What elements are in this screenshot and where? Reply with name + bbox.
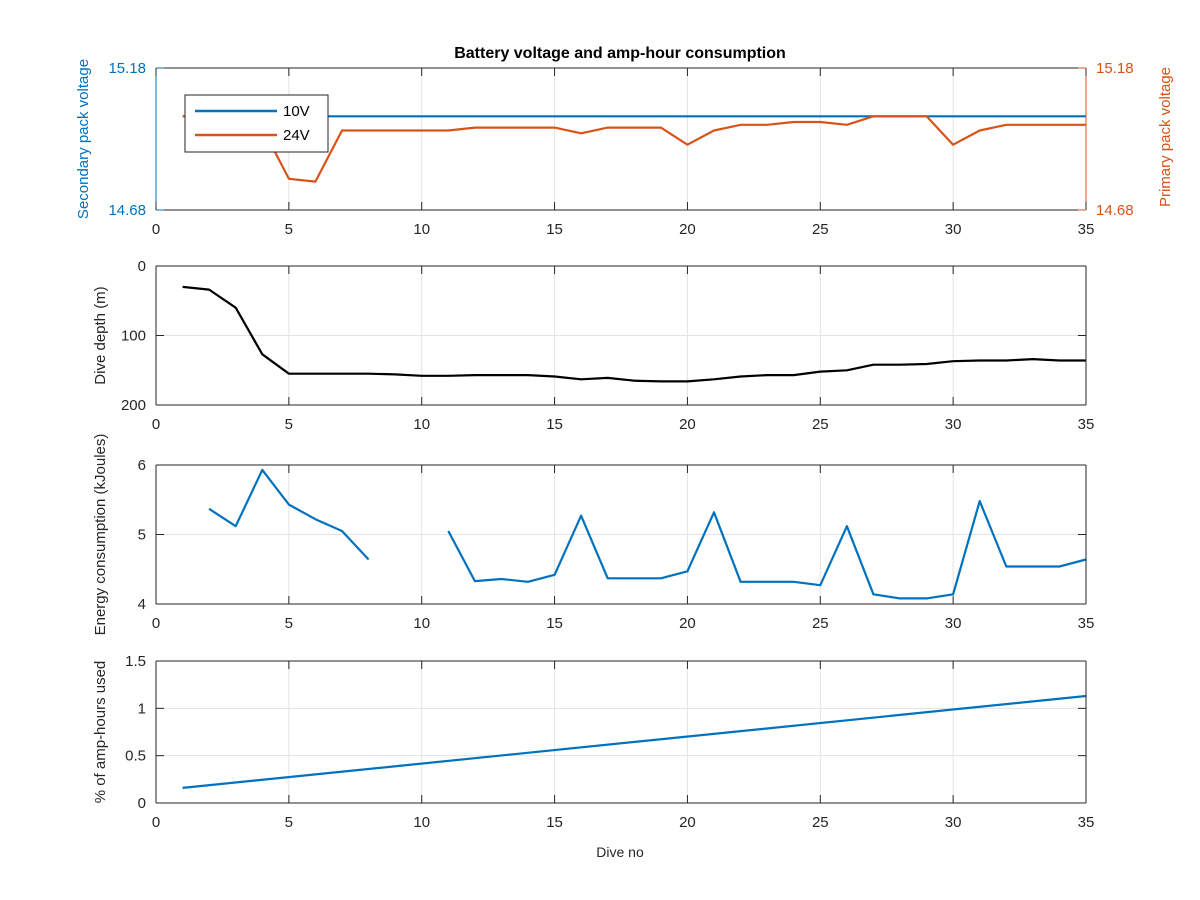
amp-hours-xtick-label: 35 <box>1078 814 1095 831</box>
energy-xtick-label: 10 <box>413 615 430 632</box>
legend-box <box>184 94 329 153</box>
amp-hours-panel: 0 5 10 15 20 25 30 35 0 0.5 1 1.5 % of amp-hours use… <box>92 653 1094 831</box>
amp-hours-ylabel: % of amp-hours used <box>92 661 109 804</box>
legend-label-10v: 10V <box>283 103 310 120</box>
amp-hours-xtick-label: 25 <box>812 814 829 831</box>
voltage-xtick-label: 15 <box>546 221 563 238</box>
legend-label-24v: 24V <box>283 127 310 144</box>
depth-xtick-label: 15 <box>546 416 563 433</box>
depth-ytick-label: 0 <box>138 258 146 275</box>
figure-title: Battery voltage and amp-hour consumption <box>454 45 786 62</box>
energy-ylabel: Energy consumption (kJoules) <box>92 434 109 636</box>
depth-series-line <box>182 285 1086 383</box>
amp-hours-xtick-label: 15 <box>546 814 563 831</box>
voltage-ytick-label: 15.18 <box>108 60 146 77</box>
energy-xtick-label: 25 <box>812 615 829 632</box>
energy-ytick-label: 4 <box>138 596 146 613</box>
depth-ytick-label: 100 <box>121 328 146 345</box>
voltage-xtick-label: 20 <box>679 221 696 238</box>
voltage-panel: 0 5 10 15 20 25 30 3514.6815.1814.6815.18Second… <box>75 59 1174 238</box>
depth-xtick-label: 5 <box>285 416 293 433</box>
energy-xtick-label: 20 <box>679 615 696 632</box>
depth-xtick-label: 20 <box>679 416 696 433</box>
amp-hours-xtick-label: 5 <box>285 814 293 831</box>
amp-hours-ytick-label: 0 <box>138 795 146 812</box>
voltage-xtick-label: 0 <box>152 221 160 238</box>
amp-hours-xtick-label: 10 <box>413 814 430 831</box>
depth-xtick-label: 10 <box>413 416 430 433</box>
voltage-ytick-label: 14.68 <box>108 202 146 219</box>
energy-xtick-label: 30 <box>945 615 962 632</box>
energy-panel: 0 5 10 15 20 25 30 35 4 5 6 Energy consumption (kJo… <box>92 434 1094 636</box>
amp-hours-xtick-label: 30 <box>945 814 962 831</box>
voltage-xtick-label: 25 <box>812 221 829 238</box>
energy-ytick-label: 6 <box>138 457 146 474</box>
voltage-xtick-label: 35 <box>1078 221 1095 238</box>
voltage-ytick-right-label: 15.18 <box>1096 60 1134 77</box>
amp-hours-ytick-label: 0.5 <box>125 748 146 765</box>
depth-xtick-label: 25 <box>812 416 829 433</box>
voltage-xtick-label: 30 <box>945 221 962 238</box>
voltage-xtick-label: 5 <box>285 221 293 238</box>
voltage-xtick-label: 10 <box>413 221 430 238</box>
energy-xtick-label: 15 <box>546 615 563 632</box>
depth-ytick-label: 200 <box>121 397 146 414</box>
voltage-ylabel-right: Primary pack voltage <box>1157 67 1174 207</box>
amp-hours-ytick-label: 1.5 <box>125 653 146 670</box>
energy-xtick-label: 35 <box>1078 615 1095 632</box>
depth-xtick-label: 35 <box>1078 416 1095 433</box>
depth-xtick-label: 0 <box>152 416 160 433</box>
amp-hours-series-line <box>182 694 1087 789</box>
energy-xtick-label: 0 <box>152 615 160 632</box>
energy-xtick-label: 5 <box>285 615 293 632</box>
x-axis-label: Dive no <box>596 844 644 860</box>
amp-hours-xtick-label: 20 <box>679 814 696 831</box>
depth-ylabel: Dive depth (m) <box>92 286 109 384</box>
voltage-ylabel: Secondary pack voltage <box>75 59 92 219</box>
amp-hours-ytick-label: 1 <box>138 700 146 717</box>
amp-hours-xtick-label: 0 <box>152 814 160 831</box>
energy-series-line <box>208 468 1087 600</box>
depth-xtick-label: 30 <box>945 416 962 433</box>
series-24v-line <box>182 115 1086 183</box>
energy-ytick-label: 5 <box>138 527 146 544</box>
voltage-ytick-right-label: 14.68 <box>1096 202 1134 219</box>
depth-panel: 0 5 10 15 20 25 30 35 0 100 200 Dive depth (m) <box>92 258 1094 433</box>
